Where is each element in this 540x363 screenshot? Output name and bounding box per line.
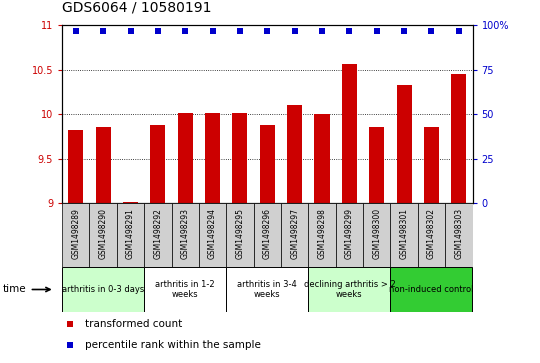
Point bbox=[400, 28, 408, 34]
Point bbox=[66, 322, 75, 327]
Bar bbox=[62, 203, 90, 267]
Point bbox=[427, 28, 436, 34]
Bar bbox=[363, 203, 390, 267]
Text: arthritis in 0-3 days: arthritis in 0-3 days bbox=[62, 285, 144, 294]
Bar bbox=[96, 127, 111, 203]
Bar bbox=[232, 113, 247, 203]
Bar bbox=[445, 203, 472, 267]
Bar bbox=[260, 125, 275, 203]
Bar bbox=[150, 125, 165, 203]
Bar bbox=[336, 203, 363, 267]
Text: arthritis in 1-2
weeks: arthritis in 1-2 weeks bbox=[156, 280, 215, 299]
Bar bbox=[254, 203, 281, 267]
Point bbox=[126, 28, 135, 34]
Text: GSM1498295: GSM1498295 bbox=[235, 208, 245, 259]
Point bbox=[71, 28, 80, 34]
Text: GSM1498292: GSM1498292 bbox=[153, 208, 163, 258]
Text: GSM1498298: GSM1498298 bbox=[318, 208, 327, 258]
Bar bbox=[226, 267, 308, 312]
Point bbox=[235, 28, 244, 34]
Text: GSM1498299: GSM1498299 bbox=[345, 208, 354, 259]
Bar bbox=[90, 203, 117, 267]
Point bbox=[318, 28, 326, 34]
Bar bbox=[424, 127, 439, 203]
Text: GSM1498303: GSM1498303 bbox=[454, 208, 463, 259]
Text: GSM1498300: GSM1498300 bbox=[372, 208, 381, 259]
Bar bbox=[178, 113, 193, 203]
Bar bbox=[199, 203, 226, 267]
Bar bbox=[68, 130, 83, 203]
Bar bbox=[418, 203, 445, 267]
Text: declining arthritis > 2
weeks: declining arthritis > 2 weeks bbox=[303, 280, 395, 299]
Bar bbox=[144, 267, 226, 312]
Point bbox=[208, 28, 217, 34]
Bar bbox=[308, 267, 390, 312]
Text: GSM1498297: GSM1498297 bbox=[290, 208, 299, 259]
Bar bbox=[281, 203, 308, 267]
Bar bbox=[390, 267, 472, 312]
Text: GSM1498289: GSM1498289 bbox=[71, 208, 80, 258]
Text: GSM1498294: GSM1498294 bbox=[208, 208, 217, 259]
Point bbox=[153, 28, 162, 34]
Bar bbox=[314, 114, 329, 203]
Text: GSM1498301: GSM1498301 bbox=[400, 208, 409, 259]
Bar bbox=[342, 64, 357, 203]
Text: percentile rank within the sample: percentile rank within the sample bbox=[85, 340, 260, 350]
Text: time: time bbox=[3, 285, 50, 294]
Bar bbox=[62, 267, 144, 312]
Text: transformed count: transformed count bbox=[85, 319, 182, 329]
Point bbox=[99, 28, 107, 34]
Bar bbox=[205, 113, 220, 203]
Text: non-induced control: non-induced control bbox=[389, 285, 474, 294]
Point bbox=[66, 342, 75, 348]
Bar bbox=[226, 203, 254, 267]
Bar bbox=[117, 203, 144, 267]
Text: GSM1498293: GSM1498293 bbox=[181, 208, 190, 259]
Bar bbox=[396, 85, 411, 203]
Point bbox=[345, 28, 354, 34]
Point bbox=[263, 28, 272, 34]
Point bbox=[373, 28, 381, 34]
Bar bbox=[308, 203, 336, 267]
Bar bbox=[287, 105, 302, 203]
Text: GSM1498290: GSM1498290 bbox=[99, 208, 107, 259]
Bar bbox=[390, 203, 418, 267]
Bar bbox=[369, 127, 384, 203]
Point bbox=[455, 28, 463, 34]
Bar bbox=[144, 203, 172, 267]
Point bbox=[291, 28, 299, 34]
Point bbox=[181, 28, 190, 34]
Bar bbox=[451, 74, 467, 203]
Text: GDS6064 / 10580191: GDS6064 / 10580191 bbox=[62, 0, 212, 15]
Text: arthritis in 3-4
weeks: arthritis in 3-4 weeks bbox=[238, 280, 297, 299]
Text: GSM1498302: GSM1498302 bbox=[427, 208, 436, 259]
Bar bbox=[123, 201, 138, 203]
Text: GSM1498291: GSM1498291 bbox=[126, 208, 135, 258]
Text: GSM1498296: GSM1498296 bbox=[263, 208, 272, 259]
Bar bbox=[172, 203, 199, 267]
